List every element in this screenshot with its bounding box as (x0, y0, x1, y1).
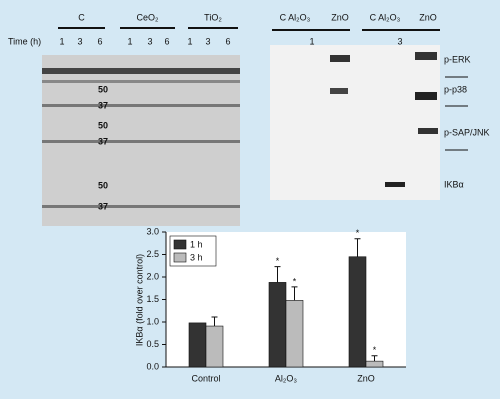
marker-label: 50 (98, 180, 108, 190)
bar (268, 282, 287, 368)
bar (348, 256, 367, 368)
arrows (445, 76, 468, 151)
significance-mark: * (356, 228, 360, 238)
time-label: 3 (205, 36, 210, 46)
significance-mark: * (293, 276, 297, 286)
x-tick-label: Control (191, 373, 220, 383)
significance-mark: * (276, 256, 280, 266)
group-label: ZnO (331, 12, 349, 22)
x-tick-label: Al₂O₃ (275, 373, 297, 383)
time-label: 1 (59, 36, 64, 46)
group-label: C (78, 12, 85, 22)
time-label: Time (h) (8, 36, 41, 46)
band (42, 80, 240, 83)
protein-label: p-SAP/JNK (444, 127, 490, 137)
legend-label: 3 h (190, 252, 203, 262)
band (418, 128, 438, 134)
y-tick-label: 2.0 (146, 271, 159, 281)
time-label: 6 (225, 36, 230, 46)
y-tick-label: 0.5 (146, 339, 159, 349)
time-label: 3 (147, 36, 152, 46)
bar (285, 300, 304, 368)
legend-swatch (173, 252, 187, 263)
protein-label: p-ERK (444, 54, 471, 64)
y-axis-label: IKBα (fold over control) (134, 254, 144, 346)
marker-label: 50 (98, 84, 108, 94)
time-label: 6 (164, 36, 169, 46)
time-label: 1 (187, 36, 192, 46)
time-label: 1 (309, 36, 314, 46)
bar (188, 322, 207, 368)
band (330, 88, 348, 94)
error-bar (371, 355, 378, 362)
x-tick-label: ZnO (357, 373, 375, 383)
band (415, 52, 437, 60)
marker-label: 37 (98, 100, 108, 110)
band (42, 68, 240, 74)
marker-label: 37 (98, 136, 108, 146)
group-label: CeO₂ (137, 12, 160, 22)
bar (365, 360, 384, 368)
legend-label: 1 h (190, 239, 203, 249)
error-bar (211, 316, 218, 327)
time-label: 3 (397, 36, 402, 46)
marker-label: 37 (98, 201, 108, 211)
band (42, 104, 240, 107)
band (330, 55, 350, 62)
significance-mark: * (373, 345, 377, 355)
error-bar (291, 286, 298, 301)
time-label: 3 (77, 36, 82, 46)
error-bar (274, 266, 281, 283)
marker-label: 50 (98, 120, 108, 130)
right-blot (270, 45, 440, 200)
error-bar (354, 238, 361, 257)
band (42, 140, 240, 143)
band (42, 205, 240, 208)
y-tick-label: 0.0 (146, 361, 159, 371)
band (385, 182, 405, 187)
group-label: C Al₂O₃ (280, 12, 311, 22)
protein-label: IKBα (444, 179, 464, 189)
group-label: TiO₂ (204, 12, 222, 22)
bar (205, 325, 224, 368)
group-label: C Al₂O₃ (370, 12, 401, 22)
y-tick-label: 1.0 (146, 316, 159, 326)
protein-label: p-p38 (444, 84, 467, 94)
y-tick-label: 1.5 (146, 294, 159, 304)
y-tick-label: 3.0 (146, 226, 159, 236)
time-label: 1 (127, 36, 132, 46)
legend-swatch (173, 239, 187, 250)
band (415, 92, 437, 100)
y-tick-label: 2.5 (146, 249, 159, 259)
time-label: 6 (97, 36, 102, 46)
group-label: ZnO (419, 12, 437, 22)
